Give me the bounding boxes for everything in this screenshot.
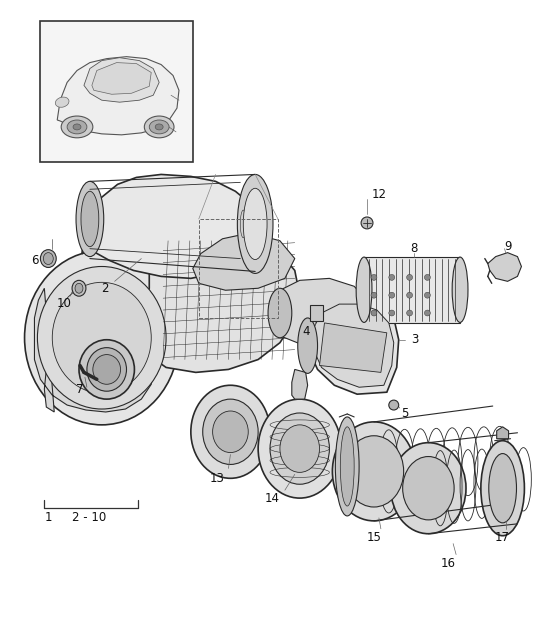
Ellipse shape xyxy=(93,355,120,384)
Polygon shape xyxy=(313,304,393,387)
Ellipse shape xyxy=(149,120,169,134)
Ellipse shape xyxy=(407,292,413,298)
Ellipse shape xyxy=(61,116,93,138)
Ellipse shape xyxy=(425,292,431,298)
Ellipse shape xyxy=(52,283,152,393)
Text: 16: 16 xyxy=(441,557,456,570)
Ellipse shape xyxy=(407,274,413,280)
Ellipse shape xyxy=(361,217,373,229)
Ellipse shape xyxy=(335,417,359,516)
Ellipse shape xyxy=(425,274,431,280)
Ellipse shape xyxy=(356,257,372,322)
Text: 2: 2 xyxy=(101,282,108,295)
Polygon shape xyxy=(82,175,260,278)
Ellipse shape xyxy=(81,192,99,247)
Ellipse shape xyxy=(280,425,319,472)
Text: 14: 14 xyxy=(264,492,280,505)
Ellipse shape xyxy=(489,453,517,523)
Ellipse shape xyxy=(371,274,377,280)
Ellipse shape xyxy=(389,400,399,410)
Polygon shape xyxy=(92,63,152,94)
Ellipse shape xyxy=(407,310,413,316)
Ellipse shape xyxy=(203,399,258,465)
Text: 4: 4 xyxy=(302,325,310,338)
Ellipse shape xyxy=(389,274,395,280)
Ellipse shape xyxy=(270,413,329,484)
Ellipse shape xyxy=(243,188,267,259)
Bar xyxy=(40,21,193,161)
Polygon shape xyxy=(280,278,367,344)
Ellipse shape xyxy=(298,318,318,374)
Polygon shape xyxy=(307,296,399,394)
Bar xyxy=(199,219,278,318)
Ellipse shape xyxy=(79,340,135,399)
Ellipse shape xyxy=(340,427,354,506)
Polygon shape xyxy=(496,427,508,439)
Text: 6: 6 xyxy=(31,254,38,267)
Ellipse shape xyxy=(258,399,341,498)
Text: 9: 9 xyxy=(504,240,511,253)
Polygon shape xyxy=(57,57,179,135)
Polygon shape xyxy=(84,58,159,102)
Ellipse shape xyxy=(452,257,468,322)
Ellipse shape xyxy=(332,422,415,521)
Ellipse shape xyxy=(76,181,104,257)
Text: 8: 8 xyxy=(410,242,417,255)
Polygon shape xyxy=(364,257,460,323)
Text: 3: 3 xyxy=(411,333,418,346)
Ellipse shape xyxy=(56,97,69,107)
Text: 12: 12 xyxy=(371,188,386,201)
Polygon shape xyxy=(319,323,387,372)
Text: 5: 5 xyxy=(401,408,408,421)
Text: 2 - 10: 2 - 10 xyxy=(72,511,106,524)
Ellipse shape xyxy=(403,457,454,520)
Ellipse shape xyxy=(371,310,377,316)
Ellipse shape xyxy=(238,175,273,273)
Ellipse shape xyxy=(425,310,431,316)
Bar xyxy=(310,305,324,321)
Ellipse shape xyxy=(40,250,56,268)
Ellipse shape xyxy=(67,120,87,134)
Ellipse shape xyxy=(144,116,174,138)
Ellipse shape xyxy=(268,288,292,338)
Polygon shape xyxy=(34,288,154,412)
Text: 17: 17 xyxy=(495,531,510,544)
Ellipse shape xyxy=(72,280,86,296)
Ellipse shape xyxy=(73,124,81,130)
Ellipse shape xyxy=(87,348,126,391)
Ellipse shape xyxy=(389,310,395,316)
Polygon shape xyxy=(193,233,295,290)
Ellipse shape xyxy=(344,436,404,507)
Polygon shape xyxy=(292,369,307,399)
Polygon shape xyxy=(143,231,300,372)
Ellipse shape xyxy=(44,252,53,264)
Ellipse shape xyxy=(38,266,166,409)
Ellipse shape xyxy=(481,441,524,536)
Text: 10: 10 xyxy=(57,296,71,310)
Ellipse shape xyxy=(75,283,83,293)
Ellipse shape xyxy=(155,124,163,130)
Text: 1: 1 xyxy=(44,511,52,524)
Polygon shape xyxy=(488,252,522,281)
Text: 7: 7 xyxy=(76,382,84,396)
Ellipse shape xyxy=(371,292,377,298)
Ellipse shape xyxy=(213,411,249,453)
Text: 15: 15 xyxy=(367,531,382,544)
Ellipse shape xyxy=(191,385,270,479)
Ellipse shape xyxy=(389,292,395,298)
Ellipse shape xyxy=(25,251,179,425)
Text: 13: 13 xyxy=(210,472,225,485)
Ellipse shape xyxy=(391,443,466,534)
